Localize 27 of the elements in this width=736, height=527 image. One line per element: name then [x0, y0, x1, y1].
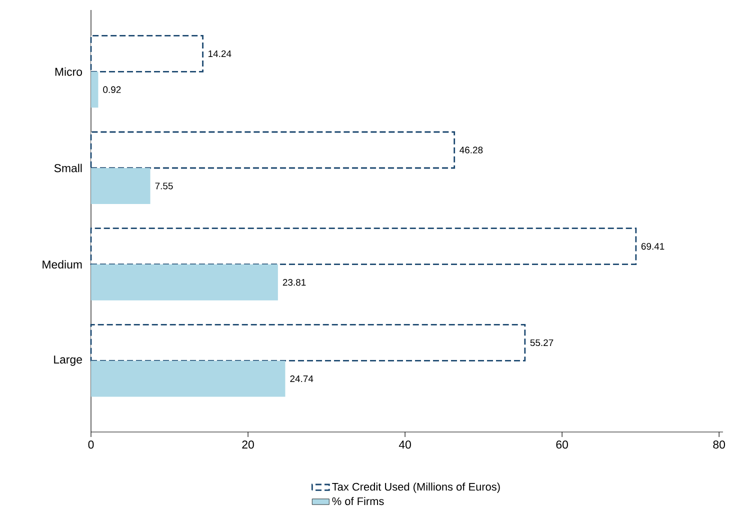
y-tick-label: Medium — [42, 260, 82, 269]
x-tick-label: 40 — [398, 440, 411, 449]
bar — [90, 131, 456, 169]
x-tick-label: 80 — [713, 440, 726, 449]
data-label: 69.41 — [641, 243, 664, 250]
data-label: 46.28 — [460, 146, 483, 154]
y-tick-label: Micro — [55, 67, 82, 76]
y-tick-label: Small — [54, 164, 82, 172]
data-label: 55.27 — [530, 339, 554, 346]
x-tick-label: 0 — [88, 440, 94, 449]
x-tick-label: 20 — [242, 440, 254, 449]
legend-label: Tax Credit Used (Millions of Euros) — [332, 482, 500, 493]
y-tick-label: Large — [54, 356, 82, 366]
data-label: 14.24 — [208, 50, 232, 57]
x-tick-label: 60 — [556, 440, 568, 449]
data-label: 7.55 — [155, 182, 173, 190]
bar — [90, 324, 526, 362]
bar — [91, 168, 150, 204]
bar — [90, 34, 204, 72]
data-label: 24.74 — [290, 375, 314, 382]
bar — [91, 264, 278, 300]
data-label: 0.92 — [103, 86, 121, 94]
bar — [90, 228, 637, 266]
data-label: 23.81 — [282, 279, 306, 286]
bar — [91, 360, 286, 397]
bar — [91, 72, 98, 108]
legend-label: % of Firms — [332, 497, 384, 506]
